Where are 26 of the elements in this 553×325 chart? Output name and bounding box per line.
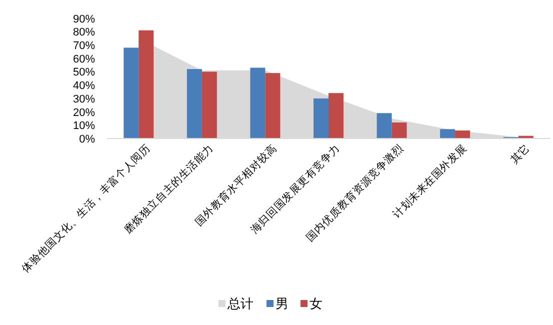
bar	[455, 130, 470, 138]
bar	[328, 93, 344, 138]
bar	[392, 122, 407, 138]
bar	[314, 98, 328, 138]
bar	[440, 129, 456, 138]
legend-label: 女	[310, 296, 322, 311]
bar	[265, 73, 280, 138]
bar	[138, 30, 154, 138]
bar	[376, 113, 392, 138]
y-tick-label: 80%	[72, 26, 96, 39]
x-tick-label: 其它	[508, 141, 532, 166]
legend-label: 总计	[226, 296, 254, 311]
y-tick-label: 60%	[72, 53, 96, 66]
bar	[250, 68, 266, 138]
y-tick-label: 10%	[72, 120, 96, 132]
bar	[124, 48, 139, 138]
y-tick-label: 20%	[72, 106, 96, 119]
y-tick-label: 40%	[72, 80, 96, 92]
y-tick-label: 90%	[72, 13, 96, 26]
legend-label: 男	[276, 296, 288, 311]
bar	[202, 72, 217, 138]
y-tick-label: 70%	[72, 40, 96, 52]
y-tick-label: 50%	[72, 66, 96, 79]
y-tick-label: 30%	[72, 93, 96, 106]
y-tick-label: 0%	[79, 134, 96, 146]
bar	[186, 69, 202, 138]
